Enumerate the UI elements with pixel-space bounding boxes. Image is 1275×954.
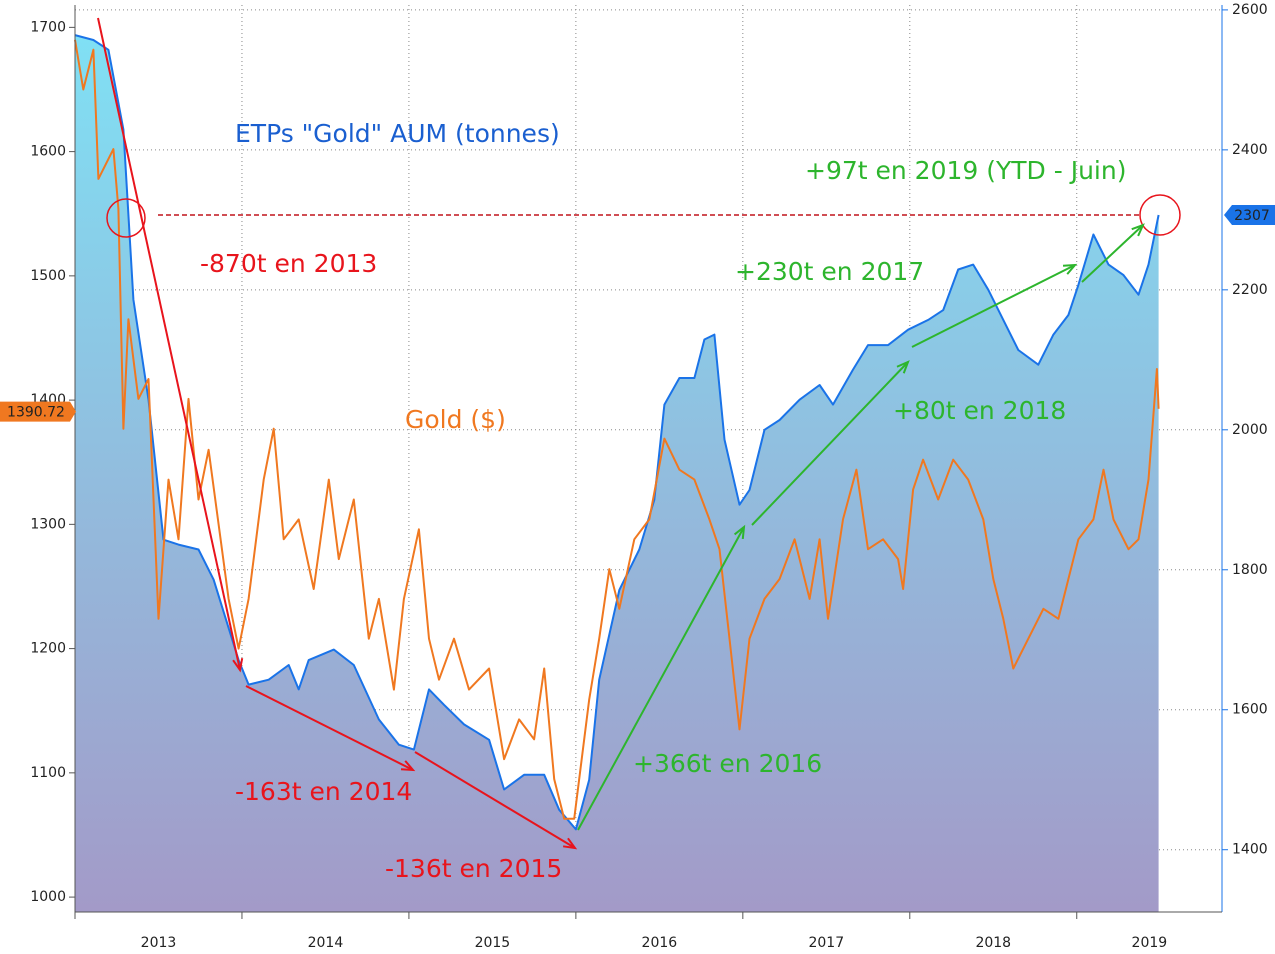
y-tick-label: 1600: [30, 144, 66, 160]
arrow-head: [1062, 263, 1078, 275]
x-tick-label: 2014: [308, 935, 344, 951]
last-value-label: 2307: [1234, 208, 1270, 224]
aum-area: [75, 35, 1159, 913]
annotation: -163t en 2014: [235, 777, 412, 806]
y-tick-label: 1500: [30, 268, 66, 284]
x-tick-label: 2017: [808, 935, 844, 951]
arrow: [577, 526, 745, 831]
y-tick-label: 1300: [30, 516, 66, 532]
arrow: [751, 361, 909, 526]
plot-area: [74, 5, 1222, 913]
arrow-head: [562, 837, 578, 850]
annotation: +230t en 2017: [735, 257, 924, 286]
last-value-tag: [1224, 204, 1275, 225]
y2-tick-label: 1400: [1232, 842, 1268, 858]
annotation: +97t en 2019 (YTD - Juin): [805, 156, 1126, 185]
y-tick-label: 1000: [30, 889, 66, 905]
arrow-head: [232, 658, 244, 673]
annotation: Gold ($): [405, 405, 506, 434]
annotation: -136t en 2015: [385, 854, 562, 883]
arrow-head: [1131, 223, 1145, 237]
arrow-head: [896, 360, 910, 374]
x-tick-label: 2019: [1132, 935, 1168, 951]
y2-tick-label: 2400: [1232, 142, 1268, 158]
x-tick-label: 2018: [975, 935, 1011, 951]
arrow: [911, 264, 1076, 348]
arrow: [245, 685, 414, 771]
y-tick-label: 1100: [30, 765, 66, 781]
y-tick-label: 1200: [30, 641, 66, 657]
annotation: -870t en 2013: [200, 249, 377, 278]
y2-tick-label: 2000: [1232, 422, 1268, 438]
arrow-head: [733, 524, 746, 540]
y2-tick-label: 2600: [1232, 2, 1268, 18]
x-tick-label: 2015: [475, 935, 511, 951]
aum-line: [74, 34, 1160, 831]
x-tick-label: 2013: [141, 935, 177, 951]
arrow: [97, 17, 241, 671]
annotation: +80t en 2018: [893, 396, 1066, 425]
y2-tick-label: 1600: [1232, 702, 1268, 718]
arrow: [1081, 224, 1144, 283]
last-value-tag: [0, 401, 76, 422]
arrow-head: [400, 760, 416, 772]
arrow: [414, 751, 576, 849]
gold-line: [74, 39, 1160, 820]
y2-tick-label: 1800: [1232, 562, 1268, 578]
y-tick-label: 1700: [30, 19, 66, 35]
highlight-circle: [1139, 194, 1181, 236]
highlight-circle: [106, 198, 146, 238]
x-tick-label: 2016: [642, 935, 678, 951]
annotation: +366t en 2016: [633, 749, 822, 778]
y2-tick-label: 2200: [1232, 282, 1268, 298]
annotation: ETPs "Gold" AUM (tonnes): [235, 119, 560, 148]
annotation-shapes: [106, 194, 1181, 238]
last-value-label: 1390.72: [7, 405, 65, 421]
